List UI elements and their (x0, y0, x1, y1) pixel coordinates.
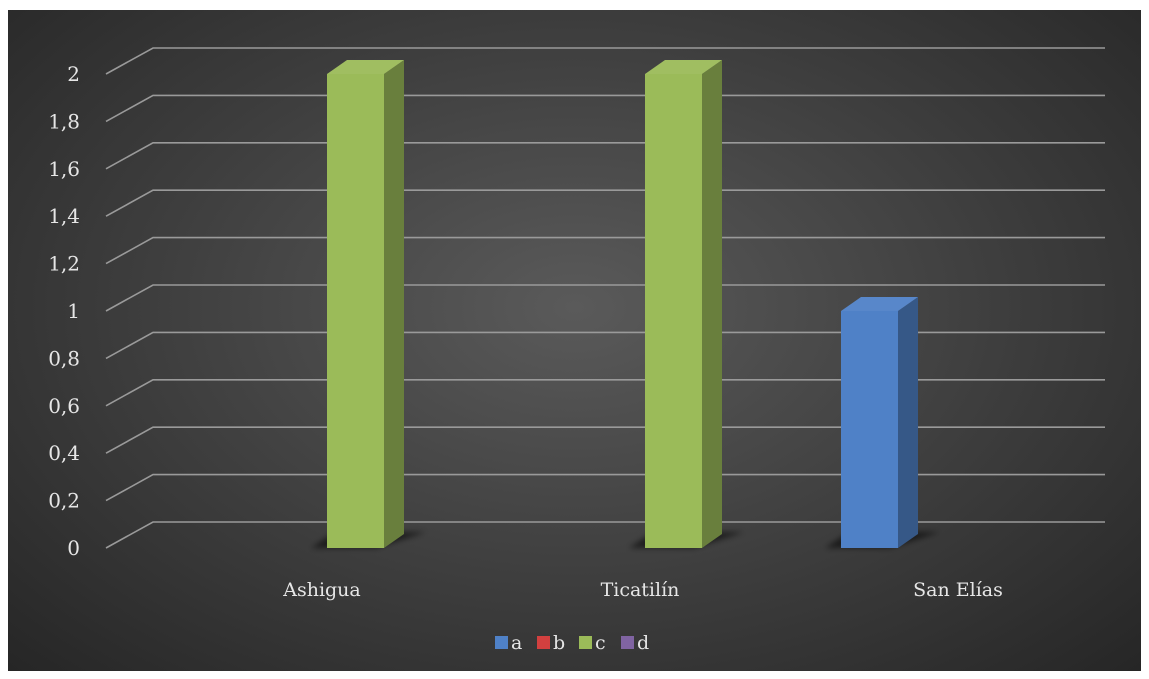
y-tick-label: 2 (67, 62, 80, 86)
bar-top (841, 297, 918, 311)
bar-side (702, 60, 722, 548)
legend-item: b (537, 632, 565, 654)
bar (327, 60, 404, 548)
legend-item: d (621, 632, 649, 654)
gridline (105, 426, 1105, 454)
y-tick-label: 1,6 (48, 157, 80, 181)
bar-front (841, 311, 898, 548)
bar-top (645, 60, 722, 74)
gridline (105, 284, 1105, 312)
gridline (105, 94, 1105, 123)
legend-label: b (553, 632, 565, 654)
y-axis-ticks: 0 0,2 0,4 0,6 0,8 1 1,2 1,4 1,6 1,8 2 (48, 62, 80, 560)
gridline (105, 378, 1105, 407)
bar (645, 60, 722, 548)
legend-label: c (595, 632, 606, 654)
bars (327, 60, 918, 548)
x-category-label: Ticatilín (601, 579, 680, 601)
legend: a b c d (495, 632, 649, 654)
gridline (105, 142, 1105, 170)
y-tick-label: 0,8 (48, 346, 80, 370)
bar (841, 297, 918, 548)
y-tick-label: 1,4 (48, 204, 80, 228)
legend-label: a (511, 632, 522, 654)
gridline (105, 189, 1105, 217)
gridline (105, 521, 1105, 549)
y-tick-label: 1,8 (48, 109, 80, 133)
y-tick-label: 0,4 (48, 441, 80, 465)
x-axis-categories: Ashigua Ticatilín San Elías (282, 579, 1003, 601)
gridline (105, 236, 1105, 265)
legend-swatch (621, 636, 634, 649)
y-tick-label: 0,6 (48, 394, 80, 418)
legend-item: c (579, 632, 606, 654)
gridlines (105, 47, 1105, 549)
x-category-label: San Elías (913, 579, 1003, 601)
legend-swatch (579, 636, 592, 649)
bar-side (898, 297, 918, 548)
gridline (105, 47, 1105, 75)
legend-swatch (537, 636, 550, 649)
legend-item: a (495, 632, 522, 654)
bar-front (645, 74, 702, 548)
bar-side (384, 60, 404, 548)
y-tick-label: 0,2 (48, 489, 80, 513)
legend-label: d (637, 632, 649, 654)
chart-plot: 0 0,2 0,4 0,6 0,8 1 1,2 1,4 1,6 1,8 2 Ashigua Ticat… (48, 47, 1105, 654)
bar-top (327, 60, 404, 74)
legend-swatch (495, 636, 508, 649)
y-tick-label: 1 (67, 299, 80, 323)
bar-front (327, 74, 384, 548)
gridline (105, 331, 1105, 360)
gridline (105, 473, 1105, 502)
x-category-label: Ashigua (282, 579, 361, 601)
y-tick-label: 0 (67, 536, 80, 560)
chart-frame: 0 0,2 0,4 0,6 0,8 1 1,2 1,4 1,6 1,8 2 Ashigua Ticat… (8, 10, 1141, 671)
y-tick-label: 1,2 (48, 252, 80, 276)
